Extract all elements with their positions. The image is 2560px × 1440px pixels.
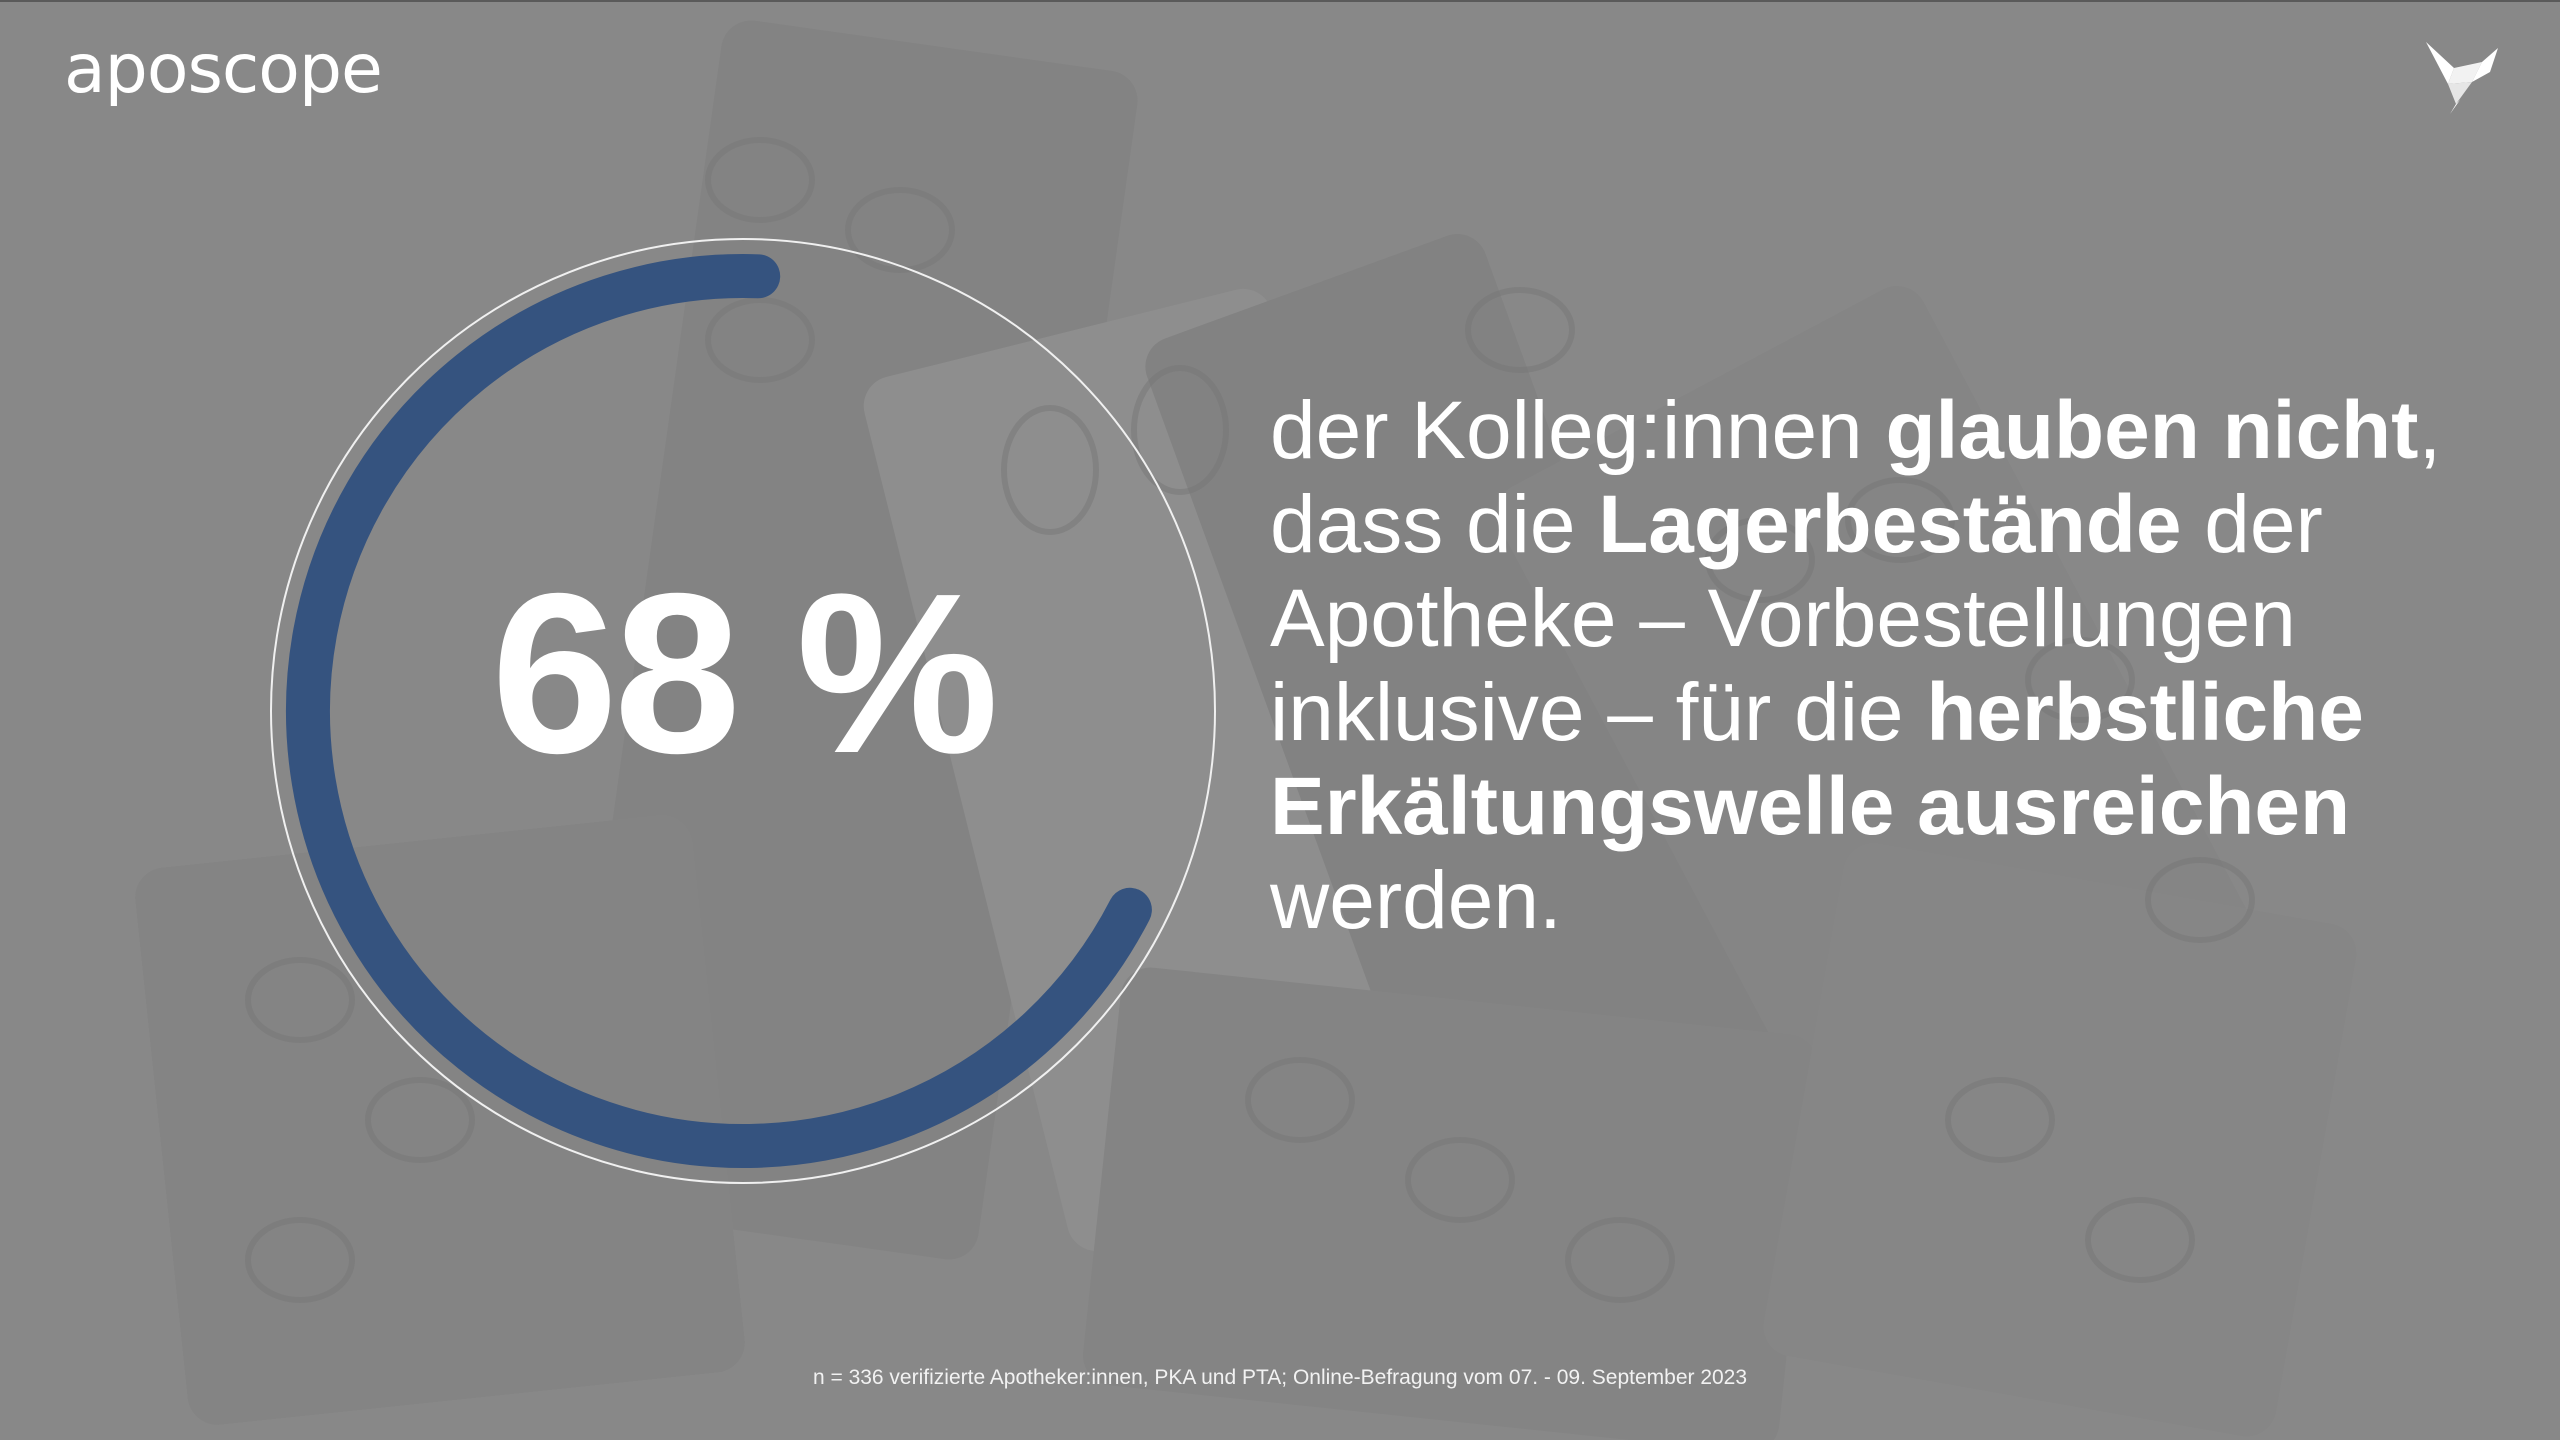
sample-footnote: n = 336 verifizierte Apotheker:innen, PK… <box>812 1366 1748 1389</box>
aposcope-logo: aposcope <box>64 30 383 109</box>
statement-segment: , dass die <box>1270 385 2442 570</box>
statement-emphasis: glauben nicht <box>1885 385 2419 476</box>
statement-segment: der Kolleg:innen <box>1270 385 1886 476</box>
percentage-value: 68 % <box>491 547 999 801</box>
statement-emphasis: herbstliche Erkältungswelle ausreichen <box>1270 667 2364 852</box>
origami-bird-icon <box>2426 42 2498 114</box>
statement-emphasis: Lagerbestände <box>1598 479 2182 570</box>
gauge-progress-arc <box>285 254 1152 1168</box>
statement-segment: der Apotheke – Vorbestellungen inklusive… <box>1270 479 2323 758</box>
statement-text: der Kolleg:innen glauben nicht, dass die… <box>1270 384 2520 948</box>
percentage-gauge <box>270 238 1216 1184</box>
top-border <box>0 0 2560 2</box>
statement-segment: werden. <box>1270 855 1562 946</box>
gauge-outline-circle <box>270 238 1216 1184</box>
